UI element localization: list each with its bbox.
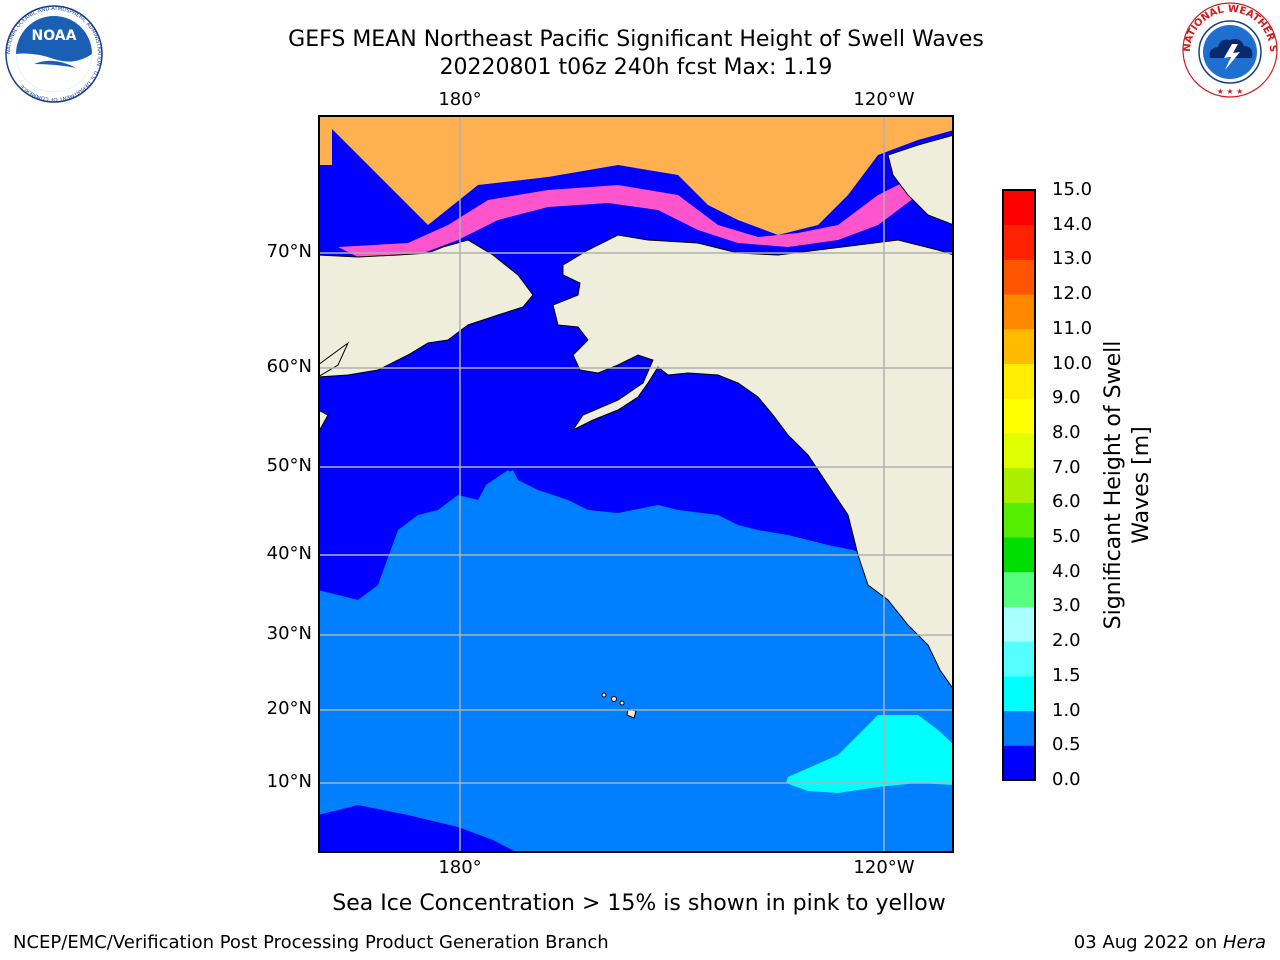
colorbar-tick-label: 4.0 [1052, 560, 1081, 582]
footer-date: 03 Aug 2022 on Hera [1074, 932, 1266, 953]
colorbar-tick-label: 11.0 [1052, 317, 1093, 339]
colorbar-segment [1003, 745, 1035, 781]
lat-label-50n: 50°N [266, 455, 312, 476]
colorbar-segment [1003, 259, 1035, 295]
land-arctic-islands [887, 134, 954, 226]
ocean-mid-patch [486, 470, 516, 515]
colorbar-segment [1003, 467, 1035, 503]
map-panel [318, 115, 954, 853]
noaa-logo: NOAA NATIONAL OCEANIC AND ATMOSPHERIC AD… [5, 5, 103, 103]
colorbar-tick-label: 14.0 [1052, 213, 1093, 235]
colorbar-segment [1003, 710, 1035, 746]
ice-corner [318, 115, 332, 165]
colorbar-label-line2: Waves [m] [1129, 426, 1154, 544]
lon-label-bottom-180: 180° [438, 857, 482, 878]
colorbar-segment [1003, 432, 1035, 469]
colorbar-segment [1003, 502, 1035, 538]
colorbar-tick-label: 0.5 [1052, 734, 1081, 756]
colorbar-tick-label: 8.0 [1052, 421, 1081, 443]
colorbar-tick-label: 7.0 [1052, 456, 1081, 478]
lon-label-top-180: 180° [438, 89, 482, 110]
colorbar-segment [1003, 606, 1035, 642]
colorbar-tick-label: 13.0 [1052, 248, 1093, 270]
footer-credit: NCEP/EMC/Verification Post Processing Pr… [13, 932, 609, 953]
colorbar-tick-label: 9.0 [1052, 387, 1081, 409]
lat-label-10n: 10°N [266, 771, 312, 792]
colorbar-tick-label: 2.0 [1052, 630, 1081, 652]
colorbar-segment [1003, 363, 1035, 399]
colorbar-segment [1003, 641, 1035, 677]
lat-label-40n: 40°N [266, 543, 312, 564]
colorbar-tick-label: 3.0 [1052, 595, 1081, 617]
lat-label-60n: 60°N [266, 356, 312, 377]
sea-ice-edge [338, 155, 954, 257]
colorbar-segment [1003, 571, 1035, 607]
chart-subtitle: 20220801 t06z 240h fcst Max: 1.19 [439, 55, 833, 80]
map-border [318, 115, 954, 853]
colorbar-tick-label: 12.0 [1052, 283, 1093, 305]
svg-text:★ ★ ★: ★ ★ ★ [1217, 87, 1244, 96]
colorbar-segment [1003, 398, 1035, 434]
chart-title: GEFS MEAN Northeast Pacific Significant … [288, 27, 984, 52]
lat-label-70n: 70°N [266, 241, 312, 262]
swell-high-zone [786, 715, 954, 793]
sea-ice-caption-text: Sea Ice Concentration > 15% is shown in … [332, 891, 946, 916]
colorbar-tick-label: 15.0 [1052, 179, 1093, 200]
lon-label-bottom-120w: 120°W [853, 857, 915, 878]
colorbar-label: Significant Height of Swell Waves [m] [1100, 275, 1156, 695]
sea-ice-caption: Sea Ice Concentration > 15% is shown in … [0, 891, 1280, 916]
colorbar-tick-label: 1.5 [1052, 664, 1081, 686]
colorbar [1002, 189, 1036, 781]
lat-label-30n: 30°N [266, 623, 312, 644]
lon-label-top-120w: 120°W [853, 89, 915, 110]
land-kamchatka [318, 341, 350, 435]
colorbar-segment [1003, 294, 1035, 330]
colorbar-tick-label: 6.0 [1052, 491, 1081, 513]
lat-label-20n: 20°N [266, 698, 312, 719]
colorbar-tick-label: 0.0 [1052, 769, 1081, 790]
footer-machine: Hera [1222, 932, 1266, 953]
colorbar-tick-label: 10.0 [1052, 352, 1093, 374]
nws-logo: NATIONAL WEATHER SERVICE ★ ★ ★ [1180, 0, 1278, 98]
colorbar-border [1002, 189, 1036, 781]
colorbar-segment [1003, 224, 1035, 260]
ocean-low-south [318, 805, 518, 853]
land-alaska [552, 234, 954, 691]
colorbar-segment [1003, 537, 1035, 573]
colorbar-segment [1003, 190, 1035, 226]
colorbar-label-line1: Significant Height of Swell [1101, 340, 1126, 630]
footer-date-prefix: 03 Aug 2022 on [1073, 932, 1223, 953]
colorbar-segment [1003, 675, 1035, 712]
colorbar-tick-label: 1.0 [1052, 699, 1081, 721]
colorbar-tick-label: 5.0 [1052, 526, 1081, 548]
colorbar-segment [1003, 328, 1035, 365]
noaa-logo-text: NOAA [32, 28, 77, 44]
sea-ice-band [318, 115, 954, 235]
